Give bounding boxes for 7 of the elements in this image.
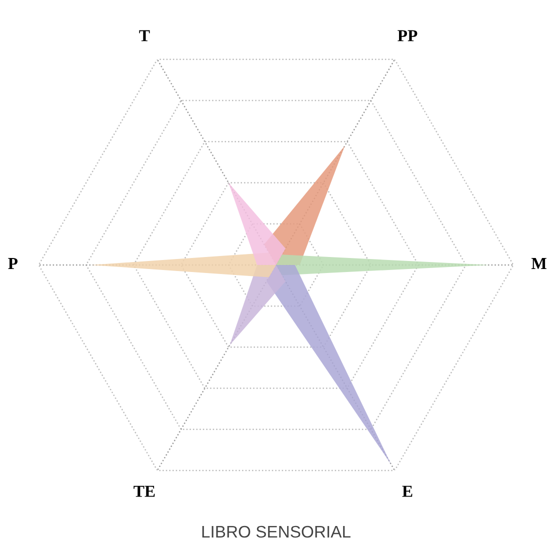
text: LIBRO SENSORIAL	[202, 526, 350, 538]
spoke-label: M	[531, 258, 546, 269]
spoke-label: P	[8, 258, 18, 269]
spoke-label: E	[402, 486, 412, 497]
spoke-label: T	[139, 30, 150, 42]
spoke-label: PP	[398, 30, 418, 42]
spoke-label: TE	[134, 486, 155, 497]
